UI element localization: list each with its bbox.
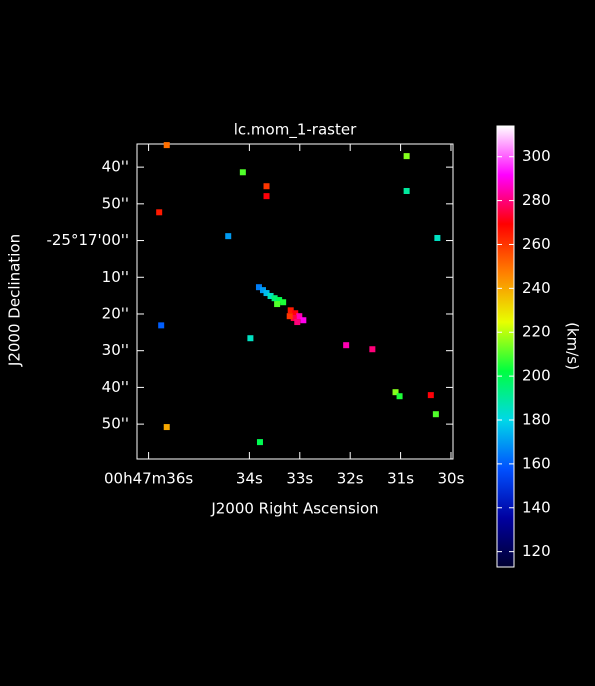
pixel-blob: [271, 295, 278, 302]
pixel-blob: [163, 424, 170, 431]
colorbar-label: (km/s): [564, 322, 582, 370]
pixel-blob: [296, 313, 303, 320]
y-tick-label: 40'': [102, 378, 129, 396]
colorbar-tick-label: 140: [522, 498, 551, 516]
pixel-blob: [292, 310, 299, 317]
y-tick-label: 30'': [102, 341, 129, 359]
pixel-blob: [427, 392, 434, 399]
x-axis-label: J2000 Right Ascension: [210, 500, 378, 518]
y-tick-label: 10'': [102, 268, 129, 286]
pixel-blob: [392, 389, 399, 396]
colorbar-tick-label: 240: [522, 279, 551, 297]
pixel-blob: [294, 319, 301, 326]
colorbar-tick-label: 220: [522, 323, 551, 341]
y-tick-label: 40'': [102, 158, 129, 176]
chart-title: lc.mom_1-raster: [234, 121, 357, 140]
pixel-blob: [263, 183, 270, 190]
pixel-blob: [156, 209, 163, 216]
pixel-blob: [287, 307, 294, 314]
pixel-blob: [276, 297, 283, 304]
pixel-blob: [259, 287, 266, 294]
y-tick-label: 20'': [102, 304, 129, 322]
plot-frame: [136, 143, 454, 460]
pixel-blob: [274, 301, 281, 308]
colorbar-tick-label: 260: [522, 235, 551, 253]
pixel-blob: [432, 411, 439, 418]
pixel-blob: [300, 317, 307, 324]
colorbar-tick-label: 180: [522, 411, 551, 429]
pixel-blob: [255, 284, 262, 291]
pixel-blob: [256, 439, 263, 446]
colorbar: [496, 125, 515, 568]
y-axis-label: J2000 Declination: [6, 234, 24, 367]
pixel-blob: [280, 299, 287, 306]
pixel-blob: [158, 322, 165, 329]
pixel-blob: [286, 313, 293, 320]
pixel-blob: [247, 335, 254, 342]
colorbar-tick-label: 200: [522, 367, 551, 385]
x-tick-label: 33s: [286, 470, 313, 488]
pixel-blob: [403, 187, 410, 194]
pixel-blob: [403, 153, 410, 160]
x-tick-label: 30s: [438, 470, 465, 488]
pixel-blob: [396, 393, 403, 400]
pixel-blob: [163, 142, 170, 149]
colorbar-tick-label: 300: [522, 147, 551, 165]
x-tick-label: 32s: [337, 470, 364, 488]
colorbar-tick-label: 160: [522, 454, 551, 472]
x-tick-label: 31s: [387, 470, 414, 488]
colorbar-tick-label: 120: [522, 542, 551, 560]
x-tick-label: 34s: [236, 470, 263, 488]
pixel-blob: [263, 193, 270, 200]
y-tick-label: -25°17'00'': [46, 231, 129, 249]
y-tick-label: 50'': [102, 194, 129, 212]
pixel-blob: [290, 315, 297, 322]
y-tick-label: 50'': [102, 415, 129, 433]
colorbar-tick-label: 280: [522, 191, 551, 209]
pixel-blob: [369, 346, 376, 353]
pixel-blob: [267, 292, 274, 299]
pixel-blob: [263, 290, 270, 297]
x-tick-label: 00h47m36s: [104, 470, 193, 488]
pixel-blob: [343, 342, 350, 349]
pixel-blob: [239, 169, 246, 176]
pixel-blob: [434, 234, 441, 241]
pixel-blob: [225, 233, 232, 240]
